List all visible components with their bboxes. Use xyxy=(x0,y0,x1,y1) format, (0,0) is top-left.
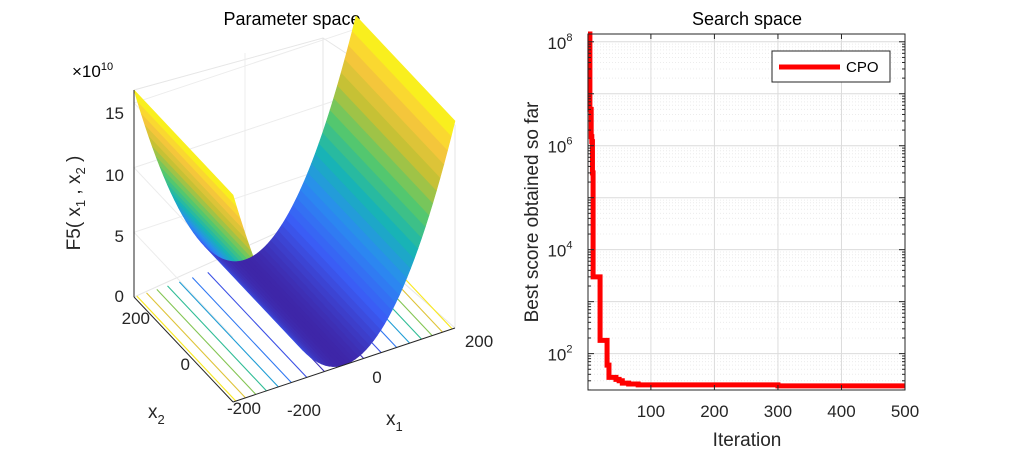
x1-tick-label: 0 xyxy=(372,368,381,387)
z-axis-label: F5( x1 , x2 ) xyxy=(64,156,88,251)
x-tick-label: 400 xyxy=(827,402,855,421)
x2-axis-label: x2 xyxy=(148,402,165,427)
convergence-plot-title: Search space xyxy=(692,9,802,29)
y-axis-label: Best score obtained so far xyxy=(522,101,543,322)
plot-area xyxy=(588,34,905,390)
x-axis-line xyxy=(232,327,456,403)
z-ticks: 0 5 10 15 xyxy=(105,104,124,306)
x1-axis-label: x1 xyxy=(386,409,403,434)
series-line-cpo xyxy=(587,31,905,389)
y-tick-label: 102 xyxy=(547,344,572,365)
x-tick-label: 300 xyxy=(764,402,792,421)
x-axis-label: Iteration xyxy=(713,430,782,451)
z-tick-label: 0 xyxy=(115,287,124,306)
y-tick-labels: 102 104 106 108 xyxy=(547,32,572,365)
surface-plot: Parameter space 0 5 10 15 200 0 -200 xyxy=(64,9,493,434)
axes-frame xyxy=(587,33,906,391)
y-tick-label: 104 xyxy=(547,240,572,261)
x1-tick-label: 200 xyxy=(465,332,493,351)
x-tick-label: 200 xyxy=(700,402,728,421)
y-axis-line xyxy=(133,296,234,403)
z-tick-label: 10 xyxy=(105,166,124,185)
x1-tick-label: -200 xyxy=(287,401,321,420)
contour-line xyxy=(191,277,292,383)
series-group xyxy=(587,31,905,389)
convergence-plot: Search space 100 200 300 400 500 10210410610… xyxy=(522,9,919,451)
x-tick-label: 100 xyxy=(637,402,665,421)
surface-patch xyxy=(351,15,456,137)
tick-marks xyxy=(588,34,906,391)
contour-line xyxy=(178,281,279,388)
axis-lines xyxy=(133,90,456,403)
contour-line xyxy=(156,289,257,395)
legend-label-cpo: CPO xyxy=(846,59,879,76)
x1-ticks: -200 0 200 xyxy=(287,332,493,420)
contour-line xyxy=(146,292,246,399)
legend[interactable]: CPO xyxy=(771,50,891,83)
contour-line xyxy=(207,272,308,378)
z-tick-label: 15 xyxy=(105,104,124,123)
x2-tick-label: -200 xyxy=(227,399,261,418)
x2-tick-label: 0 xyxy=(181,355,190,374)
x-tick-labels: 100 200 300 400 500 xyxy=(637,402,919,421)
contour-line xyxy=(136,295,237,402)
x2-tick-label: 200 xyxy=(122,309,150,328)
x-tick-label: 500 xyxy=(891,402,919,421)
y-tick-label: 106 xyxy=(547,136,572,157)
contour-line xyxy=(167,285,267,392)
surface-plot-title: Parameter space xyxy=(223,9,360,29)
z-exponent: ×1010 xyxy=(72,61,113,81)
surface xyxy=(133,15,456,368)
y-tick-label: 108 xyxy=(547,32,572,53)
z-tick-label: 5 xyxy=(115,227,124,246)
x2-ticks: 200 0 -200 xyxy=(122,309,261,418)
